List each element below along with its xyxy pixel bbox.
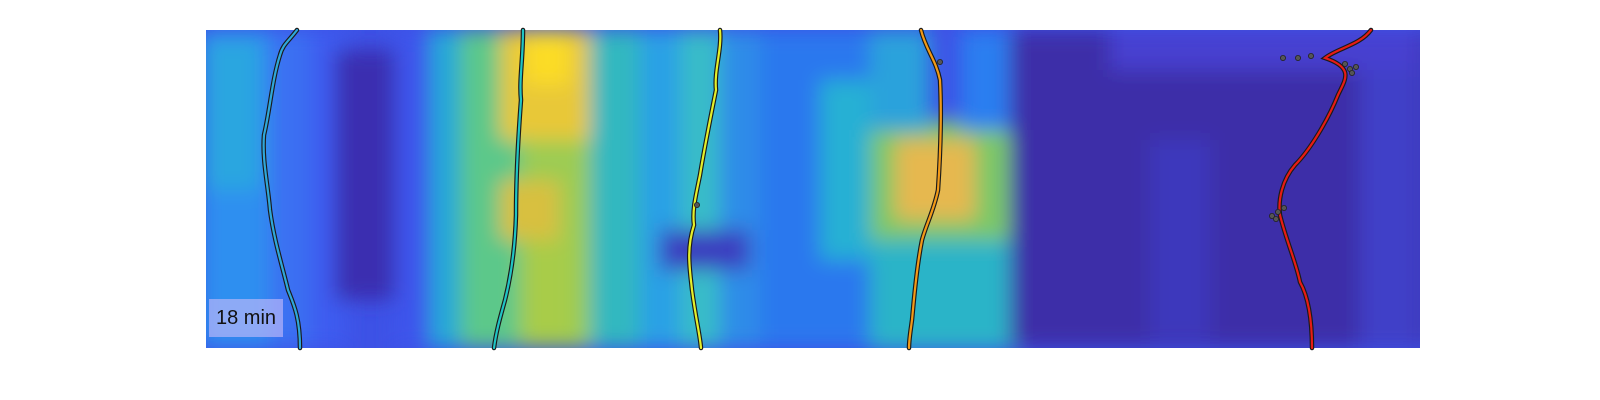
track-marker-dot xyxy=(1342,61,1349,68)
track-marker-dot xyxy=(1349,70,1356,77)
track-1 xyxy=(261,27,303,351)
track-marker-dot xyxy=(1308,53,1315,60)
heatmap-image xyxy=(206,30,1420,348)
track-marker-dot xyxy=(1275,208,1282,215)
track-3 xyxy=(686,27,723,351)
track-marker-dot xyxy=(1353,64,1360,71)
track-marker-dot xyxy=(1269,212,1276,219)
track-marker-dot xyxy=(1295,55,1302,62)
tracks xyxy=(261,27,1374,351)
track-marker-dot xyxy=(1281,204,1288,211)
track-marker-dot xyxy=(1273,215,1280,222)
track-marker-dot xyxy=(694,201,701,208)
time-label: 18 min xyxy=(209,299,283,337)
track-4 xyxy=(906,27,944,351)
track-marker-dot xyxy=(937,59,944,66)
track-5 xyxy=(1277,27,1374,351)
track-2 xyxy=(491,27,526,351)
track-marker-dot xyxy=(1280,55,1287,62)
